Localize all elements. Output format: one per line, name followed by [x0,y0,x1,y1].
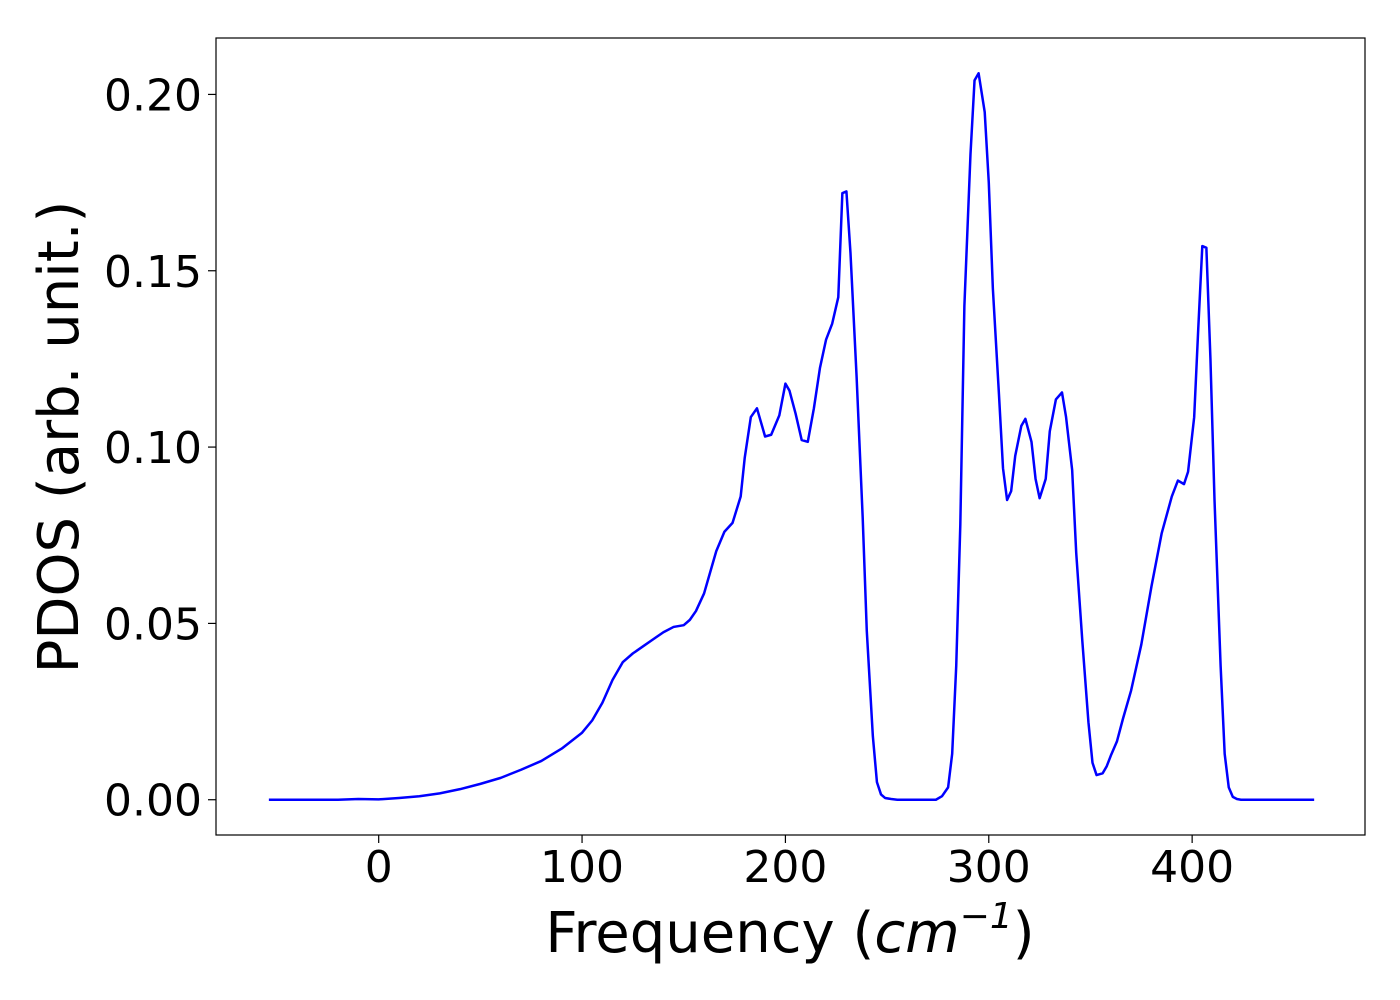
y-tick-label: 0.00 [104,776,202,827]
y-tick-label: 0.05 [104,599,202,650]
x-axis-label-exponent: −1 [960,896,1013,937]
x-axis-label-variable: cm [874,901,959,966]
x-axis-label-prefix: Frequency ( [545,901,874,966]
x-axis-label-suffix: ) [1013,901,1035,966]
x-tick-label: 300 [947,842,1031,893]
plot-frame [215,37,1366,836]
y-ticks: 0.00 0.05 0.10 0.15 0.20 [104,70,216,827]
pdos-series-line [268,72,1315,801]
x-tick-label: 100 [540,842,624,893]
y-tick-label: 0.20 [104,70,202,121]
x-tick-label: 200 [743,842,827,893]
y-tick-label: 0.15 [104,247,202,298]
x-ticks: 0 100 200 300 400 [365,835,1234,893]
y-axis-label: PDOS (arb. unit.) [27,201,92,674]
x-axis-label: Frequency (cm−1) [545,896,1034,966]
x-tick-label: 400 [1150,842,1234,893]
y-tick-label: 0.10 [104,423,202,474]
x-tick-label: 0 [365,842,393,893]
